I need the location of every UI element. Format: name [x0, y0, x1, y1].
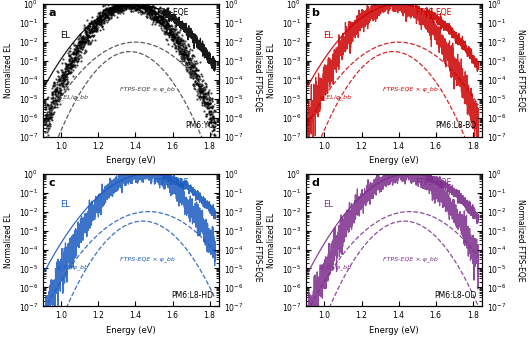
Text: EL: EL — [60, 200, 70, 209]
Text: PM6:L8-OD: PM6:L8-OD — [434, 291, 477, 300]
Text: b: b — [311, 8, 319, 18]
Y-axis label: Normalized EL: Normalized EL — [267, 213, 276, 267]
Text: φ_EL/φ_bb: φ_EL/φ_bb — [57, 264, 89, 270]
Text: EL: EL — [60, 31, 70, 40]
Text: PM6:Y6: PM6:Y6 — [186, 121, 214, 130]
Text: d: d — [311, 178, 319, 188]
Text: φ_EL/φ_bb: φ_EL/φ_bb — [57, 95, 89, 100]
Text: FTPS-EQE × φ_bb: FTPS-EQE × φ_bb — [120, 256, 175, 262]
Text: PM6:L8-HD: PM6:L8-HD — [171, 291, 214, 300]
Text: FTPS-EQE: FTPS-EQE — [415, 8, 451, 17]
Text: FTPS-EQE: FTPS-EQE — [152, 8, 188, 17]
Text: EL: EL — [324, 31, 333, 40]
Y-axis label: Normalized EL: Normalized EL — [4, 43, 13, 98]
Text: EL: EL — [324, 200, 333, 209]
Text: φ_EL/φ_bb: φ_EL/φ_bb — [320, 95, 352, 100]
X-axis label: Energy (eV): Energy (eV) — [106, 156, 156, 165]
Y-axis label: Normalized FTPS-EQE: Normalized FTPS-EQE — [253, 29, 262, 112]
Text: a: a — [48, 8, 56, 18]
Text: FTPS-EQE × φ_bb: FTPS-EQE × φ_bb — [384, 256, 439, 262]
Text: c: c — [48, 178, 55, 188]
Text: FTPS-EQE: FTPS-EQE — [152, 178, 188, 187]
Y-axis label: Normalized EL: Normalized EL — [267, 43, 276, 98]
Text: FTPS-EQE: FTPS-EQE — [415, 178, 451, 187]
X-axis label: Energy (eV): Energy (eV) — [369, 156, 419, 165]
X-axis label: Energy (eV): Energy (eV) — [369, 326, 419, 335]
Y-axis label: Normalized EL: Normalized EL — [4, 213, 13, 267]
Text: FTPS-EQE × φ_bb: FTPS-EQE × φ_bb — [120, 86, 175, 92]
Y-axis label: Normalized FTPS-EQE: Normalized FTPS-EQE — [253, 199, 262, 281]
Text: φ_EL/φ_bb: φ_EL/φ_bb — [320, 264, 352, 270]
Y-axis label: Normalized FTPS-EQE: Normalized FTPS-EQE — [516, 29, 525, 112]
X-axis label: Energy (eV): Energy (eV) — [106, 326, 156, 335]
Text: FTPS-EQE × φ_bb: FTPS-EQE × φ_bb — [384, 86, 439, 92]
Y-axis label: Normalized FTPS-EQE: Normalized FTPS-EQE — [516, 199, 525, 281]
Text: PM6:L8-BO: PM6:L8-BO — [436, 121, 477, 130]
